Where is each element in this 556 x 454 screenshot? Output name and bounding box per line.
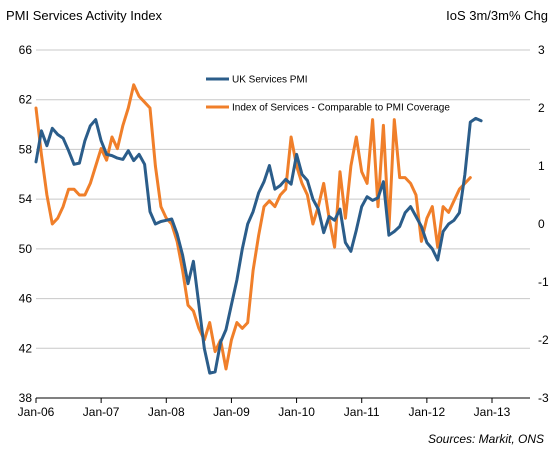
legend-label: Index of Services - Comparable to PMI Co… xyxy=(232,103,450,114)
x-tick-label: Jan-12 xyxy=(409,405,446,419)
left-tick-label: 66 xyxy=(19,43,33,57)
uk-services-pmi-line xyxy=(34,116,483,375)
right-tick-label: 0 xyxy=(538,217,545,231)
right-tick-label: 2 xyxy=(538,101,545,115)
left-tick-label: 38 xyxy=(19,391,33,405)
x-tick-label: Jan-08 xyxy=(148,405,185,419)
source-note: Sources: Markit, ONS xyxy=(427,432,544,446)
x-tick-label: Jan-06 xyxy=(18,405,55,419)
right-axis-ticks: -3 -2 -1 0 1 2 3 xyxy=(538,43,549,405)
legend-uk-services-pmi: UK Services PMI xyxy=(206,75,308,86)
right-tick-label: 3 xyxy=(538,43,545,57)
right-tick-label: -3 xyxy=(538,391,549,405)
right-tick-label: -2 xyxy=(538,333,549,347)
legend-index-of-services: Index of Services - Comparable to PMI Co… xyxy=(206,103,450,114)
x-tick-label: Jan-13 xyxy=(474,405,511,419)
x-tick-label: Jan-09 xyxy=(213,405,250,419)
right-tick-label: -1 xyxy=(538,275,549,289)
x-tick-label: Jan-07 xyxy=(83,405,120,419)
left-tick-label: 42 xyxy=(19,341,33,355)
left-tick-label: 46 xyxy=(19,292,33,306)
left-tick-label: 50 xyxy=(19,242,33,256)
legend-label: UK Services PMI xyxy=(232,75,308,86)
right-tick-label: 1 xyxy=(538,159,545,173)
series-lines xyxy=(34,83,483,375)
left-tick-label: 54 xyxy=(19,192,33,206)
x-tick-label: Jan-10 xyxy=(278,405,315,419)
index-of-services-line xyxy=(34,83,472,371)
x-tick-label: Jan-11 xyxy=(344,405,380,419)
legend: UK Services PMI Index of Services - Compa… xyxy=(206,75,450,114)
chart-title: PMI Services Activity Index xyxy=(6,8,163,23)
left-tick-label: 58 xyxy=(19,142,33,156)
right-axis-title: IoS 3m/3m% Chg xyxy=(446,8,548,23)
left-axis-ticks: 38 42 46 50 54 58 62 66 xyxy=(19,43,33,405)
x-axis-ticks: Jan-06 Jan-07 Jan-08 Jan-09 Jan-10 Jan-11 Jan-… xyxy=(18,398,511,419)
gridlines xyxy=(36,49,530,349)
left-tick-label: 62 xyxy=(19,93,33,107)
